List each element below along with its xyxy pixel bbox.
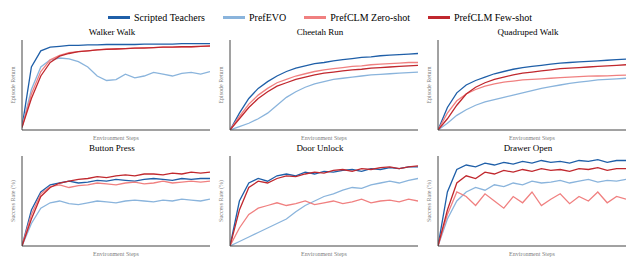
- html-text:Button Press: Button Press: [89, 143, 135, 153]
- svg-text:Environment Steps: Environment Steps: [509, 251, 555, 257]
- html-text:Walker Walk: Walker Walk: [88, 27, 136, 37]
- svg-text:Success Rate (%): Success Rate (%): [10, 180, 17, 222]
- svg-text:Environment Steps: Environment Steps: [93, 251, 139, 257]
- html-text:PrefCLM Few-shot: PrefCLM Few-shot: [454, 11, 532, 23]
- svg-text:Success Rate (%): Success Rate (%): [426, 180, 433, 222]
- svg-text:Environment Steps: Environment Steps: [301, 251, 347, 257]
- html-text:Quadruped Walk: Quadruped Walk: [497, 27, 559, 37]
- svg-text:Episode Return: Episode Return: [10, 66, 16, 103]
- svg-text:Episode Return: Episode Return: [218, 66, 224, 103]
- svg-text:Environment Steps: Environment Steps: [93, 135, 139, 141]
- html-text:PrefEVO: PrefEVO: [249, 11, 287, 23]
- html-text:Scripted Teachers: Scripted Teachers: [134, 11, 205, 23]
- html-text:Cheetah Run: Cheetah Run: [296, 27, 344, 37]
- html-text:Door Unlock: Door Unlock: [296, 143, 344, 153]
- svg-text:Episode Return: Episode Return: [426, 66, 432, 103]
- svg-text:Environment Steps: Environment Steps: [301, 135, 347, 141]
- html-text:PrefCLM Zero-shot: PrefCLM Zero-shot: [330, 11, 410, 23]
- svg-text:Success Rate (%): Success Rate (%): [218, 180, 225, 222]
- svg-text:Environment Steps: Environment Steps: [509, 135, 555, 141]
- html-text:Drawer Open: Drawer Open: [503, 143, 553, 153]
